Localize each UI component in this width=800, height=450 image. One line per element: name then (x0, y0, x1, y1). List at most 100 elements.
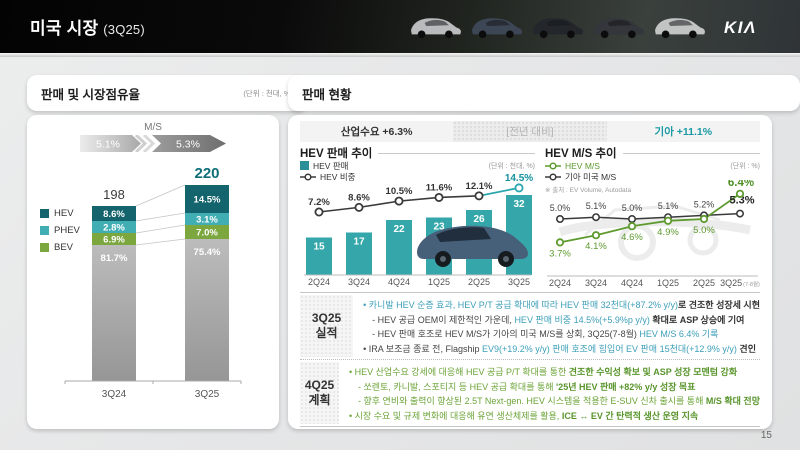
segment-PHEV-3Q25 (185, 213, 229, 225)
bev-swatch (40, 243, 49, 252)
header-divider (0, 53, 800, 57)
yoy-basis-pill: [전년 대비] (453, 121, 607, 142)
legend-label: BEV (54, 242, 74, 253)
svg-text:4.1%: 4.1% (585, 241, 607, 252)
sales-mix-stacked-chart: 8.6% 2.8%6.9% 81.7% 198 3Q24 14.5% 3.1% 7.0% 75.… (64, 165, 242, 400)
car-silhouette (408, 10, 464, 47)
legend-item-kia-us-ms: 기아 미국 M/S (545, 171, 616, 182)
segment-PHEV-3Q24 (92, 221, 136, 233)
svg-text:7.0%: 7.0% (196, 228, 218, 239)
line-marker-icon (545, 172, 561, 181)
right-panel-header: 판매 현황 (288, 75, 800, 111)
segment-BEV-3Q24 (92, 233, 136, 245)
svg-text:8.6%: 8.6% (103, 209, 125, 220)
kia-growth-pill: 기아 +11.1% (606, 121, 760, 142)
legend-label: 기아 미국 M/S (565, 171, 617, 182)
segment-HEV-3Q25 (185, 185, 229, 213)
bullet-line: - 향후 연비와 출력이 향상된 2.5T Next-gen. HEV 시스템을… (349, 394, 760, 409)
ratio-point-3Q25 (514, 183, 524, 193)
industry-demand-pill: 산업수요 +6.3% (300, 121, 454, 142)
svg-text:14.5%: 14.5% (505, 173, 533, 184)
car-silhouette (652, 10, 708, 47)
text-run: 로 견조한 성장세 시현 (677, 300, 760, 310)
segment-BEV-3Q25 (185, 225, 229, 239)
svg-text:3Q24: 3Q24 (102, 389, 127, 400)
svg-text:8.6%: 8.6% (348, 192, 370, 203)
row-label-4q25: 4Q25 계획 (300, 362, 339, 424)
market-share-arrow: M/S 5.1% 5.3% (27, 122, 279, 157)
svg-text:3Q24: 3Q24 (348, 277, 370, 287)
hev-ms-chart-title: HEV M/S 추이 (545, 145, 760, 161)
svg-text:3Q24: 3Q24 (585, 278, 607, 288)
bullet-line: • 시장 수요 및 규제 변화에 대응해 유연 생산체제를 활용, ICE ↔ … (349, 409, 760, 424)
hev-ms-point-4Q24 (627, 222, 637, 231)
svg-text:3Q25: 3Q25 (195, 389, 220, 400)
row-label-line: 계획 (308, 393, 331, 407)
svg-text:23: 23 (433, 222, 445, 233)
hev-sales-chart: 15 2Q24 17 3Q24 22 4Q24 23 1Q25 26 2Q25 32 3Q25 7.2… (304, 173, 533, 287)
ms-label: M/S (144, 122, 162, 133)
row-bullets-3q25: • 카니발 HEV 순증 효과, HEV P/T 공급 확대에 따라 HEV 판… (353, 295, 760, 357)
svg-text:6.4%: 6.4% (728, 180, 754, 189)
legend-item-bev: BEV (40, 242, 80, 253)
svg-text:6.9%: 6.9% (103, 235, 125, 246)
rows-bottom-border (300, 426, 760, 427)
legend-item-phev: PHEV (40, 225, 80, 236)
ratio-point-2Q25 (474, 191, 484, 201)
text-run: - 쏘렌토, 카니발, 스포티지 등 HEV 공급 확대를 통해 (357, 381, 557, 392)
svg-text:1Q25: 1Q25 (657, 278, 679, 288)
segment-other-3Q25 (185, 239, 229, 381)
yoy-summary-bar: 산업수요 +6.3% [전년 대비] 기아 +11.1% (300, 121, 760, 142)
car-silhouette (530, 10, 586, 47)
text-run: '25년 HEV 판매 +82% y/y 성장 목표 (556, 381, 696, 392)
slide-header: 미국 시장 (3Q25) KIΛ (0, 0, 800, 53)
hev-ms-point-3Q25 (735, 189, 745, 198)
bar-3Q24 (346, 232, 372, 275)
svg-text:2.8%: 2.8% (103, 223, 125, 234)
row-label-line: 3Q25 (311, 311, 342, 325)
car-silhouette (591, 10, 647, 47)
svg-text:2Q25: 2Q25 (468, 277, 490, 287)
svg-text:2Q24: 2Q24 (549, 278, 571, 288)
svg-text:22: 22 (393, 224, 405, 235)
car-lineup-image (408, 10, 708, 47)
text-run: • 카니발 HEV 순증 효과, HEV P/T 공급 확대에 따라 HEV 판… (363, 300, 678, 310)
page-title: 미국 시장 (3Q25) (30, 14, 145, 39)
legend-label: HEV 판매 (313, 160, 349, 171)
page-title-sub: (3Q25) (103, 22, 145, 37)
ms-arrow-graphic: 5.1% 5.3% (80, 133, 226, 154)
row-label-line: 4Q25 (304, 378, 335, 392)
plan-row-4q25: 4Q25 계획 • HEV 산업수요 강세에 대응해 HEV 공급 P/T 확대… (300, 362, 760, 424)
hev-ms-point-2Q24 (555, 238, 565, 247)
rows-dotted-divider (300, 359, 760, 360)
rows-top-border (300, 292, 760, 293)
svg-text:12.1%: 12.1% (466, 181, 493, 192)
text-run: EV9(+19.2% y/y) 판매 호조에 힘입어 EV 판매 15천대(+1… (481, 343, 737, 354)
svg-text:32: 32 (513, 199, 525, 210)
bar-2Q24 (306, 237, 332, 275)
legend-label: HEV M/S (565, 160, 600, 171)
text-run: • 시장 수요 및 규제 변화에 대응해 유연 생산체제를 활용, (348, 410, 562, 421)
text-run: 견인 (736, 343, 756, 354)
svg-text:5.2%: 5.2% (694, 199, 715, 209)
sales-share-panel: 8.6% 2.8% 6.9% 81.7% 198 3Q24 14.5% 3.1% 7.0% 75.… (27, 115, 279, 429)
svg-text:17: 17 (353, 237, 365, 248)
hev-sales-chart-title: HEV 판매 추이 (300, 145, 535, 161)
ratio-point-2Q24 (314, 207, 324, 217)
hev-ms-chart: 5.0% 5.1% 5.0% 5.1% 5.2% 5.3% 3.7% 4.1% 4.6% 4.9%… (547, 180, 760, 288)
bullet-line: - 쏘렌토, 카니발, 스포티지 등 HEV 공급 확대를 통해 '25년 HE… (349, 380, 760, 395)
svg-text:81.7%: 81.7% (101, 253, 128, 264)
svg-text:5.0%: 5.0% (550, 203, 571, 213)
text-run: HEV M/S 6.4% 기록 (639, 329, 719, 339)
hev-ms-point-1Q25 (663, 216, 673, 225)
page-title-main: 미국 시장 (30, 19, 99, 38)
results-row-3q25: 3Q25 실적 • 카니발 HEV 순증 효과, HEV P/T 공급 확대에 … (300, 295, 760, 357)
sales-status-panel: 산업수요 +6.3% [전년 대비] 기아 +11.1% HEV 판매 추이 H… (288, 115, 772, 429)
svg-text:11.6%: 11.6% (426, 182, 453, 193)
phev-swatch (40, 226, 49, 235)
hev-ms-legend: HEV M/S 기아 미국 M/S (545, 160, 616, 182)
legend-item-hev-ms: HEV M/S (545, 160, 616, 171)
ms-to-value: 5.3% (176, 139, 200, 151)
ms-from-value: 5.1% (96, 139, 120, 151)
